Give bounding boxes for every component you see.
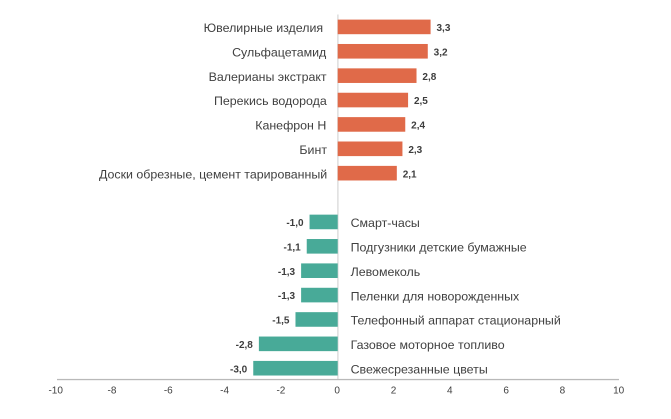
svg-text:-10: -10	[48, 386, 63, 397]
svg-text:2,3: 2,3	[408, 145, 422, 156]
svg-text:4: 4	[447, 386, 453, 397]
svg-text:2,4: 2,4	[411, 121, 425, 132]
svg-text:Бинт: Бинт	[299, 143, 327, 157]
svg-text:Канефрон Н: Канефрон Н	[255, 119, 326, 133]
svg-text:Перекись водорода: Перекись водорода	[214, 94, 327, 108]
svg-text:-8: -8	[108, 386, 117, 397]
svg-text:2,1: 2,1	[403, 169, 417, 180]
svg-text:6: 6	[503, 386, 509, 397]
svg-text:Доски обрезные, цемент тариров: Доски обрезные, цемент тарированный	[99, 167, 327, 181]
svg-text:-2,8: -2,8	[236, 340, 254, 351]
svg-text:-3,0: -3,0	[230, 364, 248, 375]
svg-text:10: 10	[613, 386, 625, 397]
svg-text:Валерианы экстракт: Валерианы экстракт	[209, 70, 327, 84]
svg-text:Ювелирные изделия: Ювелирные изделия	[204, 21, 323, 35]
svg-text:Левомеколь: Левомеколь	[351, 265, 421, 279]
svg-text:-1,3: -1,3	[278, 267, 296, 278]
svg-text:-2: -2	[276, 386, 285, 397]
svg-text:8: 8	[560, 386, 566, 397]
svg-text:-6: -6	[164, 386, 173, 397]
svg-text:-1,1: -1,1	[284, 242, 302, 253]
svg-text:3,2: 3,2	[434, 47, 448, 58]
svg-text:2: 2	[391, 386, 397, 397]
svg-text:Смарт-часы: Смарт-часы	[351, 216, 420, 230]
svg-text:-1,5: -1,5	[272, 316, 290, 327]
svg-text:-1,0: -1,0	[286, 218, 304, 229]
svg-text:-1,3: -1,3	[278, 291, 296, 302]
svg-text:Свежесрезанные цветы: Свежесрезанные цветы	[351, 362, 488, 376]
svg-text:2,5: 2,5	[414, 96, 428, 107]
svg-text:2,8: 2,8	[422, 72, 436, 83]
svg-text:3,3: 3,3	[436, 23, 450, 34]
svg-text:Сульфацетамид: Сульфацетамид	[232, 45, 327, 59]
svg-text:Подгузники детские бумажные: Подгузники детские бумажные	[351, 241, 527, 255]
svg-text:Газовое моторное топливо: Газовое моторное топливо	[351, 338, 505, 352]
svg-text:Пеленки для новорожденных: Пеленки для новорожденных	[351, 289, 520, 303]
svg-text:Телефонный аппарат стационарны: Телефонный аппарат стационарный	[351, 314, 561, 328]
svg-text:0: 0	[334, 386, 340, 397]
svg-text:-4: -4	[220, 386, 229, 397]
